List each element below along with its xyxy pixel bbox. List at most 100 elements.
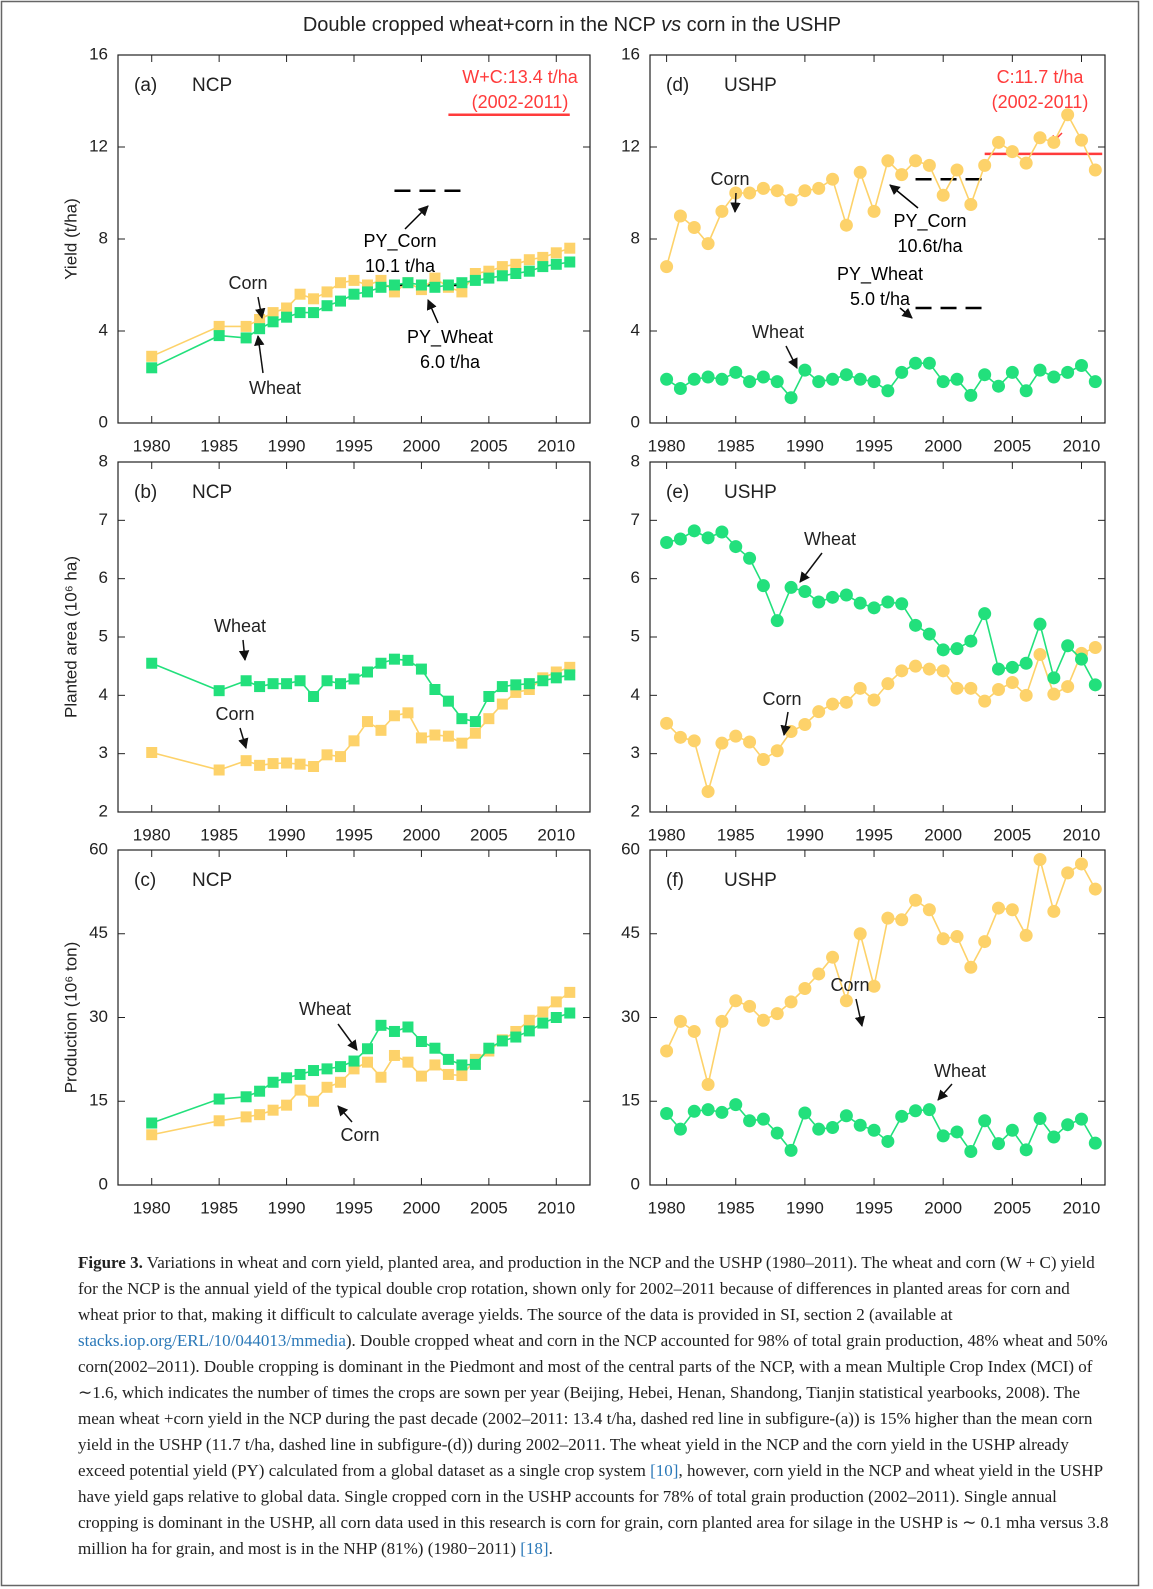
- data-point: [839, 368, 853, 382]
- series-label: Wheat: [299, 999, 351, 1019]
- data-point: [729, 365, 743, 379]
- data-point: [1061, 108, 1075, 122]
- data-point: [701, 531, 715, 545]
- caption-ref[interactable]: [10]: [650, 1461, 679, 1480]
- data-point: [950, 681, 964, 695]
- data-point: [770, 1007, 784, 1021]
- data-point: [335, 277, 347, 289]
- data-point: [456, 713, 468, 725]
- x-tick-label: 2000: [924, 436, 962, 455]
- data-point: [254, 1109, 266, 1121]
- annotation-arrow: [730, 192, 741, 214]
- data-point: [701, 237, 715, 251]
- data-point: [442, 1053, 454, 1065]
- data-point: [660, 372, 674, 386]
- x-tick-label: 2010: [537, 436, 575, 455]
- data-point: [321, 286, 333, 298]
- y-tick-label: 6: [631, 568, 640, 587]
- data-point: [1088, 163, 1102, 177]
- data-point: [909, 154, 923, 168]
- x-tick-label: 2000: [403, 1198, 441, 1217]
- data-point: [1019, 1143, 1033, 1157]
- data-point: [1088, 375, 1102, 389]
- y-tick-label: 5: [99, 626, 108, 645]
- data-point: [469, 716, 481, 728]
- data-point: [442, 279, 454, 291]
- data-point: [826, 172, 840, 186]
- data-point: [375, 1019, 387, 1031]
- data-point: [321, 1063, 333, 1075]
- data-point: [281, 302, 293, 314]
- data-point: [240, 1111, 252, 1123]
- data-point: [687, 1104, 701, 1118]
- data-point: [429, 1059, 441, 1071]
- data-point: [348, 1055, 360, 1067]
- data-point: [964, 388, 978, 402]
- series-label: Wheat: [752, 322, 804, 342]
- y-tick-label: 0: [631, 1174, 640, 1193]
- reference-label: PY_Corn: [893, 211, 966, 232]
- data-point: [1019, 688, 1033, 702]
- y-tick-label: 8: [631, 228, 640, 247]
- data-point: [308, 691, 320, 702]
- data-point: [729, 540, 743, 554]
- y-tick-label: 8: [631, 451, 640, 470]
- data-point: [1088, 882, 1102, 896]
- data-point: [715, 1014, 729, 1028]
- data-point: [429, 272, 441, 284]
- data-point: [853, 1118, 867, 1132]
- data-point: [909, 1104, 923, 1118]
- data-point: [348, 1063, 360, 1075]
- data-point: [936, 932, 950, 946]
- title-part: corn in the USHP: [687, 14, 842, 36]
- data-point: [254, 759, 266, 771]
- x-tick-label: 1980: [133, 1198, 171, 1217]
- data-point: [1005, 660, 1019, 674]
- data-point: [1088, 678, 1102, 692]
- data-point: [361, 279, 373, 291]
- caption-ref[interactable]: [18]: [520, 1539, 549, 1558]
- annotation-arrow: [780, 711, 791, 737]
- data-point: [402, 654, 414, 666]
- data-point: [1005, 145, 1019, 159]
- x-tick-label: 1980: [133, 436, 171, 455]
- data-point: [1061, 365, 1075, 379]
- caption-link[interactable]: stacks.iop.org/ERL/10/044013/mmedia: [78, 1331, 346, 1350]
- data-point: [146, 657, 158, 669]
- data-point: [922, 158, 936, 172]
- annotation-arrow: [404, 205, 429, 230]
- data-point: [496, 681, 508, 693]
- data-point: [308, 307, 320, 319]
- reference-sublabel: 5.0 t/ha: [850, 289, 911, 309]
- y-tick-label: 4: [631, 320, 640, 339]
- data-point: [429, 281, 441, 293]
- y-tick-label: 3: [99, 743, 108, 762]
- data-point: [537, 1017, 549, 1029]
- data-point: [267, 316, 279, 328]
- data-point: [496, 261, 508, 273]
- x-tick-label: 1980: [648, 825, 686, 844]
- data-point: [673, 730, 687, 744]
- data-point: [496, 270, 508, 282]
- annotation-arrow: [937, 1083, 953, 1101]
- x-tick-label: 2010: [537, 825, 575, 844]
- data-point: [456, 737, 468, 749]
- annotation-arrow: [799, 552, 823, 583]
- data-point: [950, 930, 964, 944]
- y-tick-label: 5: [631, 626, 640, 645]
- x-tick-label: 1995: [855, 436, 893, 455]
- y-tick-label: 4: [99, 320, 108, 339]
- data-point: [146, 1129, 158, 1141]
- data-point: [687, 372, 701, 386]
- series-line: [665, 859, 1097, 1085]
- data-point: [701, 1103, 715, 1117]
- data-point: [867, 375, 881, 389]
- data-point: [1047, 904, 1061, 918]
- data-point: [812, 181, 826, 195]
- y-tick-label: 7: [631, 510, 640, 529]
- series-label: Corn: [215, 704, 254, 724]
- data-point: [743, 735, 757, 749]
- data-point: [146, 350, 158, 362]
- y-axis-label: Production (10⁶ ton): [61, 942, 80, 1094]
- data-point: [895, 168, 909, 182]
